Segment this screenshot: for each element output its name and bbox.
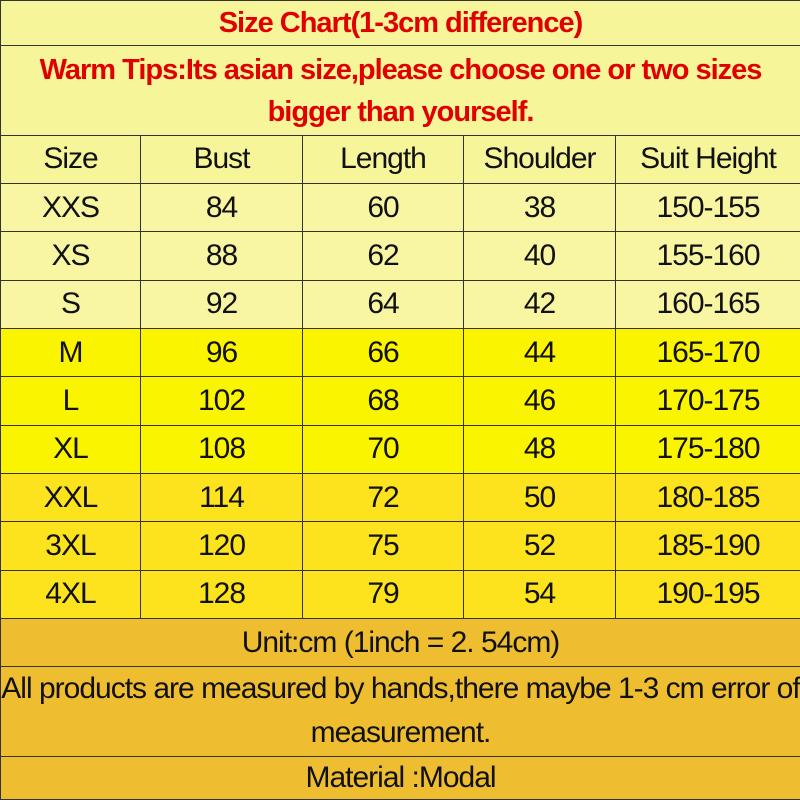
table-cell: XL <box>0 424 141 474</box>
column-header: Suit Height <box>614 134 800 185</box>
table-cell: 54 <box>463 569 616 619</box>
table-cell: 114 <box>140 472 303 523</box>
table-cell: 120 <box>140 521 303 571</box>
table-cell: 108 <box>140 424 303 474</box>
table-cell: 48 <box>463 424 616 474</box>
table-cell: L <box>0 376 141 426</box>
table-cell: 79 <box>302 569 464 619</box>
table-cell: S <box>0 279 141 330</box>
table-cell: 62 <box>302 231 464 281</box>
table-row: S 92 64 42 160-165 <box>0 279 800 330</box>
table-cell: 185-190 <box>614 521 800 571</box>
table-cell: 42 <box>463 279 616 330</box>
table-cell: 170-175 <box>614 376 800 426</box>
table-cell: 50 <box>463 472 616 523</box>
table-cell: 68 <box>302 376 464 426</box>
table-row: XL 108 70 48 175-180 <box>0 424 800 474</box>
table-cell: XXL <box>0 472 141 523</box>
table-cell: 52 <box>463 521 616 571</box>
table-cell: 180-185 <box>614 472 800 523</box>
table-cell: 96 <box>140 328 303 378</box>
table-cell: 75 <box>302 521 464 571</box>
table-cell: 64 <box>302 279 464 330</box>
table-cell: 3XL <box>0 521 141 571</box>
table-row: 3XL 120 75 52 185-190 <box>0 521 800 571</box>
table-cell: 128 <box>140 569 303 619</box>
table-cell: 160-165 <box>614 279 800 330</box>
header-row: Size Bust Length Shoulder Suit Height <box>0 134 800 185</box>
warm-tips: Warm Tips:Its asian size,please choose o… <box>0 45 800 136</box>
table-row: XXL 114 72 50 180-185 <box>0 472 800 523</box>
table-cell: 92 <box>140 279 303 330</box>
table-cell: 155-160 <box>614 231 800 281</box>
column-header: Bust <box>140 134 303 185</box>
table-cell: 4XL <box>0 569 141 619</box>
table-cell: 46 <box>463 376 616 426</box>
column-header: Size <box>0 134 141 185</box>
table-cell: 38 <box>463 183 616 233</box>
chart-title: Size Chart(1-3cm difference) <box>0 0 800 47</box>
unit-note: Unit:cm (1inch = 2. 54cm) <box>0 617 800 668</box>
table-cell: 72 <box>302 472 464 523</box>
table-cell: 66 <box>302 328 464 378</box>
table-cell: 40 <box>463 231 616 281</box>
column-header: Length <box>302 134 464 185</box>
table-row: M 96 66 44 165-170 <box>0 328 800 378</box>
table-cell: 44 <box>463 328 616 378</box>
table-cell: 165-170 <box>614 328 800 378</box>
table-cell: 60 <box>302 183 464 233</box>
table-row: L 102 68 46 170-175 <box>0 376 800 426</box>
material-note: Material :Modal <box>0 755 800 800</box>
measurement-note: All products are measured by hands,there… <box>0 666 800 757</box>
table-cell: 190-195 <box>614 569 800 619</box>
table-cell: 102 <box>140 376 303 426</box>
table-cell: M <box>0 328 141 378</box>
column-header: Shoulder <box>463 134 616 185</box>
table-cell: 150-155 <box>614 183 800 233</box>
table-row: XXS 84 60 38 150-155 <box>0 183 800 233</box>
table-cell: 88 <box>140 231 303 281</box>
table-cell: XS <box>0 231 141 281</box>
table-row: 4XL 128 79 54 190-195 <box>0 569 800 619</box>
table-cell: XXS <box>0 183 141 233</box>
table-cell: 175-180 <box>614 424 800 474</box>
table-cell: 70 <box>302 424 464 474</box>
table-cell: 84 <box>140 183 303 233</box>
table-row: XS 88 62 40 155-160 <box>0 231 800 281</box>
